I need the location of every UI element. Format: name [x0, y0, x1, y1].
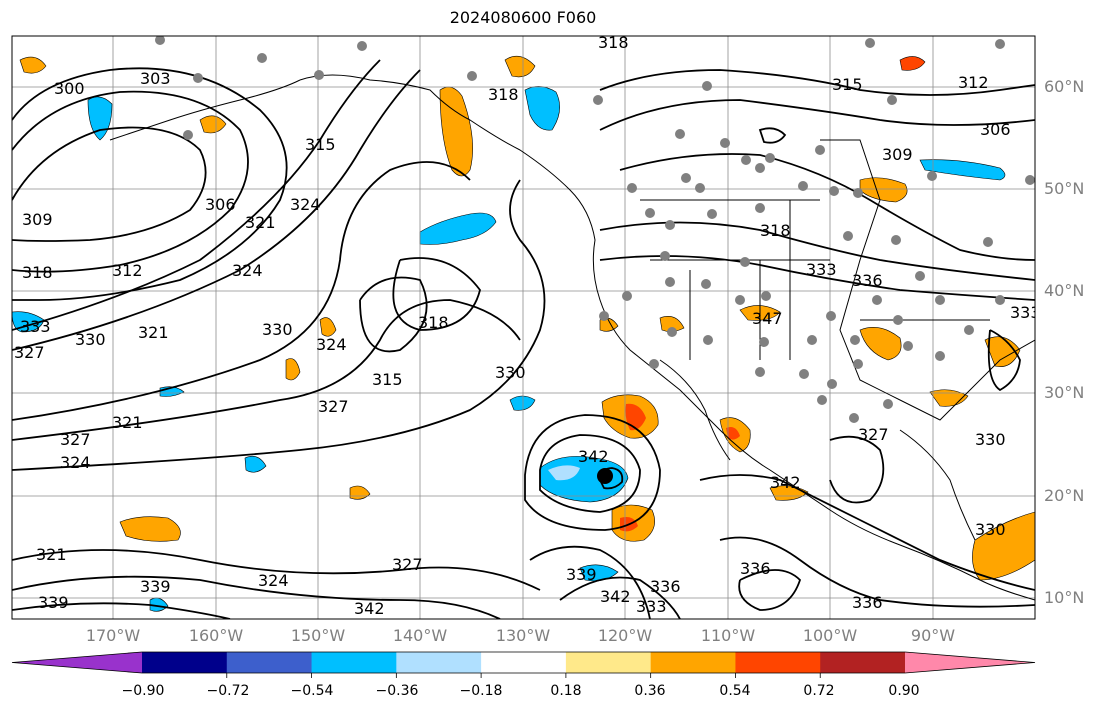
contour-label: 306	[980, 120, 1011, 139]
contour-label: 347	[752, 309, 783, 328]
contour-label: 303	[140, 69, 171, 88]
graticule	[12, 36, 1035, 619]
contour-label: 327	[858, 425, 889, 444]
lon-label: 100°W	[802, 626, 858, 645]
colorbar-segment	[650, 652, 736, 673]
lat-label: 50°N	[1044, 179, 1085, 198]
colorbar-segment	[565, 652, 652, 673]
colorbar-tick-label: 0.36	[634, 683, 666, 699]
lon-label: 140°W	[392, 626, 448, 645]
contour-label: 342	[578, 447, 609, 466]
colorbar-tick-label: 0.18	[550, 683, 582, 699]
lat-label: 20°N	[1044, 486, 1085, 505]
contour-label: 318	[760, 221, 791, 240]
colorbar-segment	[311, 652, 397, 673]
colorbar-extend-min	[12, 652, 142, 673]
lon-label: 120°W	[597, 626, 653, 645]
colorbar-tick-label: 0.90	[888, 683, 920, 699]
contour-label: 321	[245, 213, 276, 232]
contour-label: 336	[650, 577, 681, 596]
colorbar-tick-label: 0.72	[803, 683, 835, 699]
contour-label: 318	[22, 263, 53, 282]
contour-label: 333	[806, 260, 837, 279]
contour-label: 315	[832, 75, 863, 94]
contour-label: 300	[54, 79, 85, 98]
contour-label: 309	[882, 145, 913, 164]
colorbar-extend-max	[905, 652, 1035, 673]
contour-label: 333	[1010, 303, 1041, 322]
contour-label: 321	[112, 413, 143, 432]
colorbar-tick-label: −0.54	[290, 683, 334, 699]
contour-label: 324	[316, 335, 347, 354]
contour-label: 336	[740, 559, 771, 578]
contour-label: 309	[22, 210, 53, 229]
lon-label: 160°W	[188, 626, 244, 645]
lat-label: 60°N	[1044, 77, 1085, 96]
lon-label: 150°W	[290, 626, 346, 645]
contour-label: 312	[112, 261, 143, 280]
contour-label: 342	[354, 599, 385, 618]
contour-label: 339	[140, 577, 171, 596]
lon-label: 130°W	[495, 626, 551, 645]
contour-label: 318	[598, 33, 629, 52]
colorbar-segment	[396, 652, 482, 673]
contour-label: 342	[600, 587, 631, 606]
contour-label: 315	[305, 135, 336, 154]
contour-label: 327	[60, 430, 91, 449]
contour-label: 312	[958, 73, 989, 92]
lat-label: 10°N	[1044, 588, 1085, 607]
colorbar-outline	[11, 651, 1036, 674]
contour-label: 336	[852, 593, 883, 612]
colorbar	[11, 651, 1036, 678]
contour-lines	[12, 59, 1035, 619]
contour-label: 321	[138, 323, 169, 342]
contour-label: 336	[852, 271, 883, 290]
lat-label: 40°N	[1044, 281, 1085, 300]
colorbar-segment	[142, 652, 228, 673]
contour-label: 330	[975, 430, 1006, 449]
contour-label: 315	[372, 370, 403, 389]
contour-label: 321	[36, 545, 67, 564]
colorbar-segment	[735, 652, 821, 673]
colorbar-tick-label: −0.36	[375, 683, 419, 699]
lon-label: 90°W	[910, 626, 956, 645]
colorbar-tick-label: −0.90	[121, 683, 165, 699]
contour-label: 342	[770, 473, 801, 492]
map-title: 2024080600 F060	[449, 8, 597, 27]
contour-label: 333	[20, 317, 51, 336]
lon-label: 170°W	[85, 626, 141, 645]
lon-label: 110°W	[700, 626, 756, 645]
contour-label: 330	[495, 363, 526, 382]
contour-label: 330	[975, 520, 1006, 539]
contour-label: 318	[488, 85, 519, 104]
contour-label: 330	[75, 330, 106, 349]
contour-label: 330	[262, 320, 293, 339]
colorbar-segment	[226, 652, 313, 673]
contour-label: 339	[38, 593, 69, 612]
colorbar-segment	[481, 652, 567, 673]
colorbar-tick-label: −0.72	[206, 683, 250, 699]
coastlines	[109, 74, 1035, 601]
contour-label: 324	[290, 195, 321, 214]
low-center-marker	[597, 468, 613, 484]
contour-label: 324	[60, 453, 91, 472]
contour-label: 327	[392, 555, 423, 574]
contour-label: 324	[232, 261, 263, 280]
contour-label: 324	[258, 571, 289, 590]
colorbar-tick-label: −0.18	[459, 683, 503, 699]
contour-label: 306	[205, 195, 236, 214]
colorbar-tick-label: 0.54	[719, 683, 751, 699]
contour-label: 339	[566, 565, 597, 584]
lat-label: 30°N	[1044, 383, 1085, 402]
contour-label: 318	[418, 313, 449, 332]
station-dots	[155, 36, 1035, 423]
map-frame	[11, 35, 1036, 620]
colorbar-segment	[820, 652, 906, 673]
contour-label: 333	[636, 597, 667, 616]
contour-label: 327	[14, 343, 45, 362]
contour-label: 327	[318, 397, 349, 416]
